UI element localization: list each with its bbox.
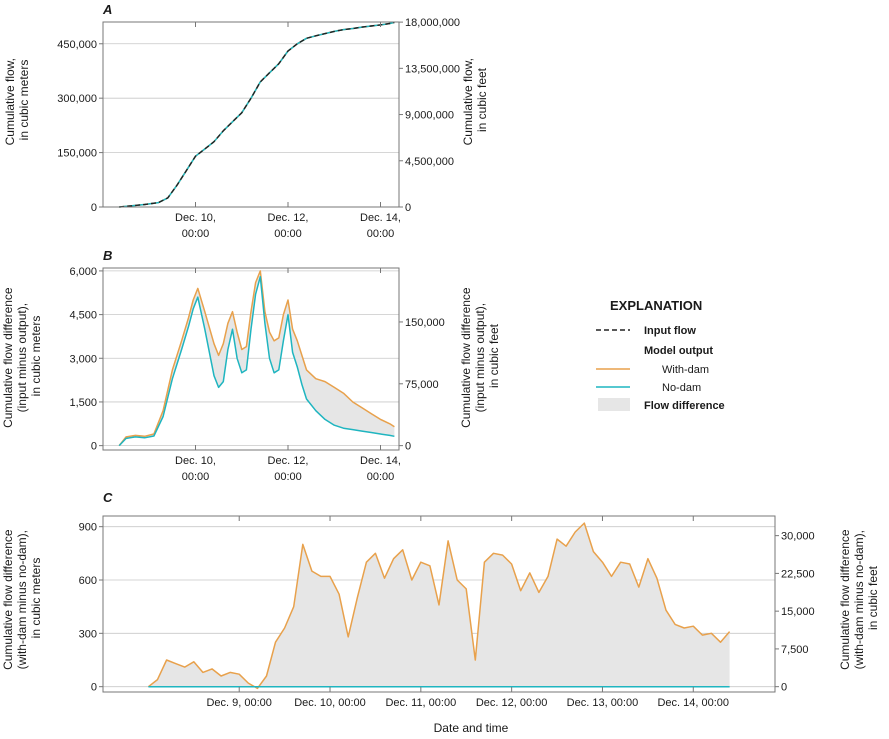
panel-a-plot-frame xyxy=(102,21,400,208)
x-tick-label: Dec. 9, 00:00 xyxy=(206,697,271,709)
y-right-tick-label: 4,500,000 xyxy=(405,156,454,168)
y-right-tick-label: 150,000 xyxy=(405,317,445,329)
panel-c: C 0 300 600 900 0 7,500 15,000 22,500 30,000 Dec.… xyxy=(1,490,880,735)
panel-a-ylabel: Cumulative flow, in cubic meters xyxy=(3,55,31,146)
y-right-tick-label: 9,000,000 xyxy=(405,110,454,122)
series-line-with-dam xyxy=(119,21,395,208)
x-tick-label: Dec. 10, 00:00 xyxy=(175,212,216,240)
y-tick-label: 0 xyxy=(91,682,97,694)
legend-input-flow-label: Input flow xyxy=(644,325,696,337)
panel-a-ylabel-right: Cumulative flow, in cubic feet xyxy=(461,55,489,146)
y-tick-label: 0 xyxy=(91,441,97,453)
panel-c-label: C xyxy=(103,490,113,505)
panel-b-label: B xyxy=(103,248,112,263)
x-tick-label: Dec. 12, 00:00 xyxy=(476,697,548,709)
y-tick-label: 6,000 xyxy=(69,266,97,278)
y-right-tick-label: 30,000 xyxy=(781,531,815,543)
panel-b-plot-frame xyxy=(102,267,400,451)
x-tick-label: Dec. 10, 00:00 xyxy=(175,455,216,483)
legend-title: EXPLANATION xyxy=(610,298,702,313)
panel-c-plot-frame xyxy=(102,515,776,693)
x-tick-label: Dec. 11, 00:00 xyxy=(385,697,456,709)
y-right-tick-label: 18,000,000 xyxy=(405,17,460,29)
y-tick-label: 900 xyxy=(79,522,97,534)
panel-c-xlabel: Date and time xyxy=(434,721,509,735)
panel-a: A 0 150,000 300,000 450,000 0 4,500,000 9,000,… xyxy=(3,2,489,240)
legend-with-dam-label: With-dam xyxy=(662,364,709,376)
y-right-tick-label: 0 xyxy=(781,682,787,694)
y-right-tick-label: 75,000 xyxy=(405,379,439,391)
panel-a-gridlines xyxy=(103,43,399,208)
y-right-tick-label: 0 xyxy=(405,202,411,214)
x-tick-label: Dec. 14, 00:00 xyxy=(360,212,401,240)
y-tick-label: 300 xyxy=(79,628,97,640)
series-line-with-dam xyxy=(118,270,395,447)
x-tick-label: Dec. 10, 00:00 xyxy=(294,697,366,709)
series-line-with-dam xyxy=(147,522,731,690)
series-line-no-dam xyxy=(119,21,395,208)
panel-b-series-lines xyxy=(118,270,395,447)
y-tick-label: 150,000 xyxy=(57,148,97,160)
panel-c-difference-area xyxy=(148,523,730,689)
y-right-tick-label: 22,500 xyxy=(781,568,815,580)
legend-flow-difference-label: Flow difference xyxy=(644,400,725,412)
y-tick-label: 600 xyxy=(79,575,97,587)
panel-b-ylabel-right: Cumulative flow difference (input minus … xyxy=(459,284,501,428)
panel-c-series-lines xyxy=(147,522,731,690)
x-tick-label: Dec. 14, 00:00 xyxy=(657,697,729,709)
y-tick-label: 300,000 xyxy=(57,93,97,105)
panel-b-ylabel: Cumulative flow difference (input minus … xyxy=(1,284,43,428)
panel-a-label: A xyxy=(102,2,112,17)
panel-b: B 0 1,500 3,000 4,500 6,000 0 75,000 150,000 Dec… xyxy=(1,248,501,483)
y-right-tick-label: 7,500 xyxy=(781,644,809,656)
panel-b-difference-area xyxy=(119,270,395,446)
y-right-tick-label: 13,500,000 xyxy=(405,63,460,75)
panel-c-ylabel-right: Cumulative flow difference (with-dam min… xyxy=(838,526,880,670)
panel-a-ticks: 0 150,000 300,000 450,000 0 4,500,000 9,000,00… xyxy=(57,17,460,240)
y-tick-label: 0 xyxy=(91,202,97,214)
panel-a-series-lines xyxy=(119,21,395,208)
x-tick-label: Dec. 13, 00:00 xyxy=(567,697,639,709)
panel-b-ticks: 0 1,500 3,000 4,500 6,000 0 75,000 150,000 Dec. … xyxy=(69,266,444,483)
legend: EXPLANATION Input flow Model output With… xyxy=(596,298,725,412)
y-tick-label: 3,000 xyxy=(69,353,97,365)
panel-c-ylabel: Cumulative flow difference (with-dam min… xyxy=(1,526,43,670)
y-right-tick-label: 15,000 xyxy=(781,606,815,618)
legend-no-dam-label: No-dam xyxy=(662,382,701,394)
series-line-input-flow xyxy=(119,21,395,208)
x-tick-label: Dec. 14, 00:00 xyxy=(360,455,401,483)
legend-flow-difference-swatch xyxy=(598,398,630,411)
y-tick-label: 1,500 xyxy=(69,397,97,409)
x-tick-label: Dec. 12, 00:00 xyxy=(268,455,309,483)
legend-model-output-label: Model output xyxy=(644,345,713,357)
y-tick-label: 450,000 xyxy=(57,39,97,51)
y-right-tick-label: 0 xyxy=(405,441,411,453)
y-tick-label: 4,500 xyxy=(69,310,97,322)
x-tick-label: Dec. 12, 00:00 xyxy=(268,212,309,240)
panel-c-ticks: 0 300 600 900 0 7,500 15,000 22,500 30,000 Dec. 9… xyxy=(79,516,815,709)
panel-a-difference-area xyxy=(119,22,395,208)
series-line-no-dam xyxy=(118,275,395,447)
